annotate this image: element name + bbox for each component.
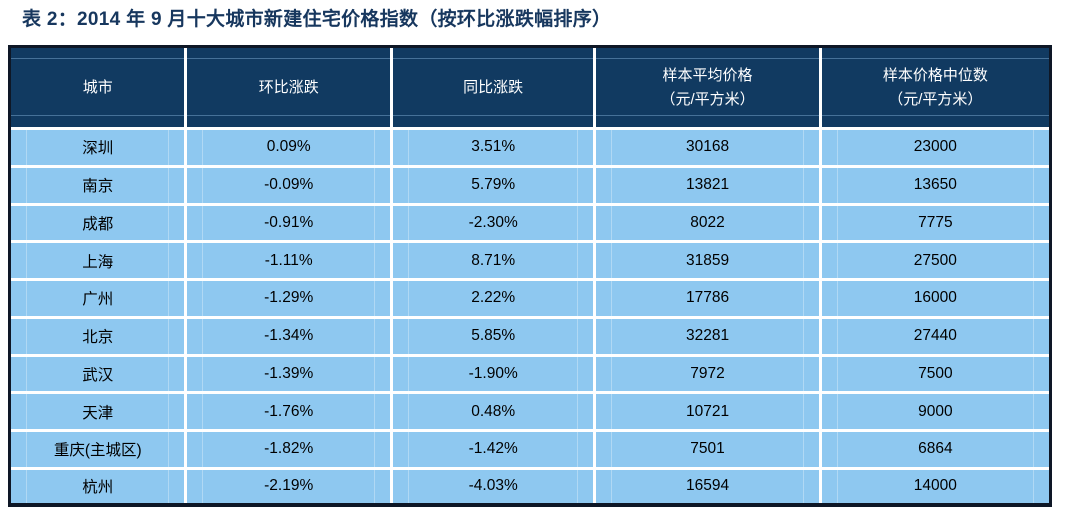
header-avg-price-label: 样本平均价格 — [662, 66, 753, 84]
header-mom-change-label: 环比涨跌 — [258, 78, 319, 96]
mom-cell: -1.11% — [187, 243, 393, 281]
header-yoy-change: 同比涨跌 — [392, 48, 597, 130]
yoy-cell: -1.90% — [392, 356, 597, 395]
avg-price-cell: 13821 — [596, 167, 822, 206]
table-row: 成都 -0.91% -2.30% 8022 7775 — [11, 205, 1049, 244]
table-body: 深圳 0.09% 3.51% 30168 23000 南京 -0.09% 5.7… — [11, 130, 1049, 503]
city-cell: 南京 — [11, 167, 188, 206]
median-price-cell: 27440 — [821, 318, 1049, 357]
city-cell: 重庆(主城区) — [11, 432, 188, 470]
header-mom-change: 环比涨跌 — [187, 48, 393, 130]
table-title: 表 2：2014 年 9 月十大城市新建住宅价格指数（按环比涨跌幅排序） — [22, 9, 612, 30]
avg-price-cell: 30168 — [596, 130, 822, 168]
table-row: 南京 -0.09% 5.79% 13821 13650 — [11, 167, 1049, 206]
table-row: 天津 -1.76% 0.48% 10721 9000 — [11, 394, 1049, 432]
mom-cell: -0.91% — [187, 205, 393, 244]
price-table: 城市 环比涨跌 同比涨跌 样本平均价格 （元/平方米） — [8, 45, 1052, 507]
city-cell: 杭州 — [11, 469, 188, 503]
avg-price-cell: 7972 — [596, 356, 822, 395]
city-cell: 广州 — [11, 281, 188, 319]
mom-cell: -1.34% — [187, 318, 393, 357]
table-row: 上海 -1.11% 8.71% 31859 27500 — [11, 243, 1049, 281]
price-table-container: 城市 环比涨跌 同比涨跌 样本平均价格 （元/平方米） — [8, 45, 1052, 507]
header-median-price-unit: （元/平方米） — [888, 90, 983, 108]
header-row: 城市 环比涨跌 同比涨跌 样本平均价格 （元/平方米） — [11, 48, 1049, 130]
yoy-cell: 0.48% — [392, 394, 597, 432]
city-cell: 北京 — [11, 318, 188, 357]
header-median-price-label: 样本价格中位数 — [882, 66, 988, 84]
avg-price-cell: 32281 — [596, 318, 822, 357]
avg-price-cell: 31859 — [596, 243, 822, 281]
city-cell: 深圳 — [11, 130, 188, 168]
header-avg-price: 样本平均价格 （元/平方米） — [596, 48, 822, 130]
mom-cell: 0.09% — [187, 130, 393, 168]
city-cell: 武汉 — [11, 356, 188, 395]
table-row: 重庆(主城区) -1.82% -1.42% 7501 6864 — [11, 432, 1049, 470]
yoy-cell: 8.71% — [392, 243, 597, 281]
mom-cell: -1.29% — [187, 281, 393, 319]
median-price-cell: 6864 — [821, 432, 1049, 470]
city-cell: 上海 — [11, 243, 188, 281]
yoy-cell: 2.22% — [392, 281, 597, 319]
header-city: 城市 — [11, 48, 188, 130]
yoy-cell: -2.30% — [392, 205, 597, 244]
mom-cell: -1.76% — [187, 394, 393, 432]
median-price-cell: 9000 — [821, 394, 1049, 432]
yoy-cell: 5.85% — [392, 318, 597, 357]
header-city-label: 城市 — [82, 78, 113, 96]
avg-price-cell: 7501 — [596, 432, 822, 470]
table-row: 北京 -1.34% 5.85% 32281 27440 — [11, 318, 1049, 357]
yoy-cell: 3.51% — [392, 130, 597, 168]
avg-price-cell: 17786 — [596, 281, 822, 319]
table-header: 城市 环比涨跌 同比涨跌 样本平均价格 （元/平方米） — [11, 48, 1049, 130]
yoy-cell: -1.42% — [392, 432, 597, 470]
median-price-cell: 14000 — [822, 469, 1049, 503]
median-price-cell: 23000 — [821, 130, 1049, 168]
header-avg-price-unit: （元/平方米） — [660, 90, 755, 108]
yoy-cell: -4.03% — [393, 469, 597, 503]
mom-cell: -2.19% — [187, 469, 393, 503]
header-yoy-change-label: 同比涨跌 — [463, 78, 524, 96]
median-price-cell: 13650 — [821, 167, 1049, 206]
table-row: 武汉 -1.39% -1.90% 7972 7500 — [11, 356, 1049, 395]
table-row: 杭州 -2.19% -4.03% 16594 14000 — [11, 469, 1049, 503]
median-price-cell: 16000 — [821, 281, 1049, 319]
median-price-cell: 7775 — [821, 205, 1049, 244]
median-price-cell: 27500 — [821, 243, 1049, 281]
city-cell: 成都 — [11, 205, 188, 244]
yoy-cell: 5.79% — [392, 167, 597, 206]
mom-cell: -0.09% — [187, 167, 393, 206]
avg-price-cell: 8022 — [596, 205, 822, 244]
avg-price-cell: 16594 — [596, 469, 822, 503]
median-price-cell: 7500 — [821, 356, 1049, 395]
table-row: 广州 -1.29% 2.22% 17786 16000 — [11, 281, 1049, 319]
table-row: 深圳 0.09% 3.51% 30168 23000 — [11, 130, 1049, 168]
header-median-price: 样本价格中位数 （元/平方米） — [821, 48, 1049, 130]
mom-cell: -1.82% — [187, 432, 393, 470]
city-cell: 天津 — [11, 394, 188, 432]
avg-price-cell: 10721 — [596, 394, 822, 432]
mom-cell: -1.39% — [187, 356, 393, 395]
